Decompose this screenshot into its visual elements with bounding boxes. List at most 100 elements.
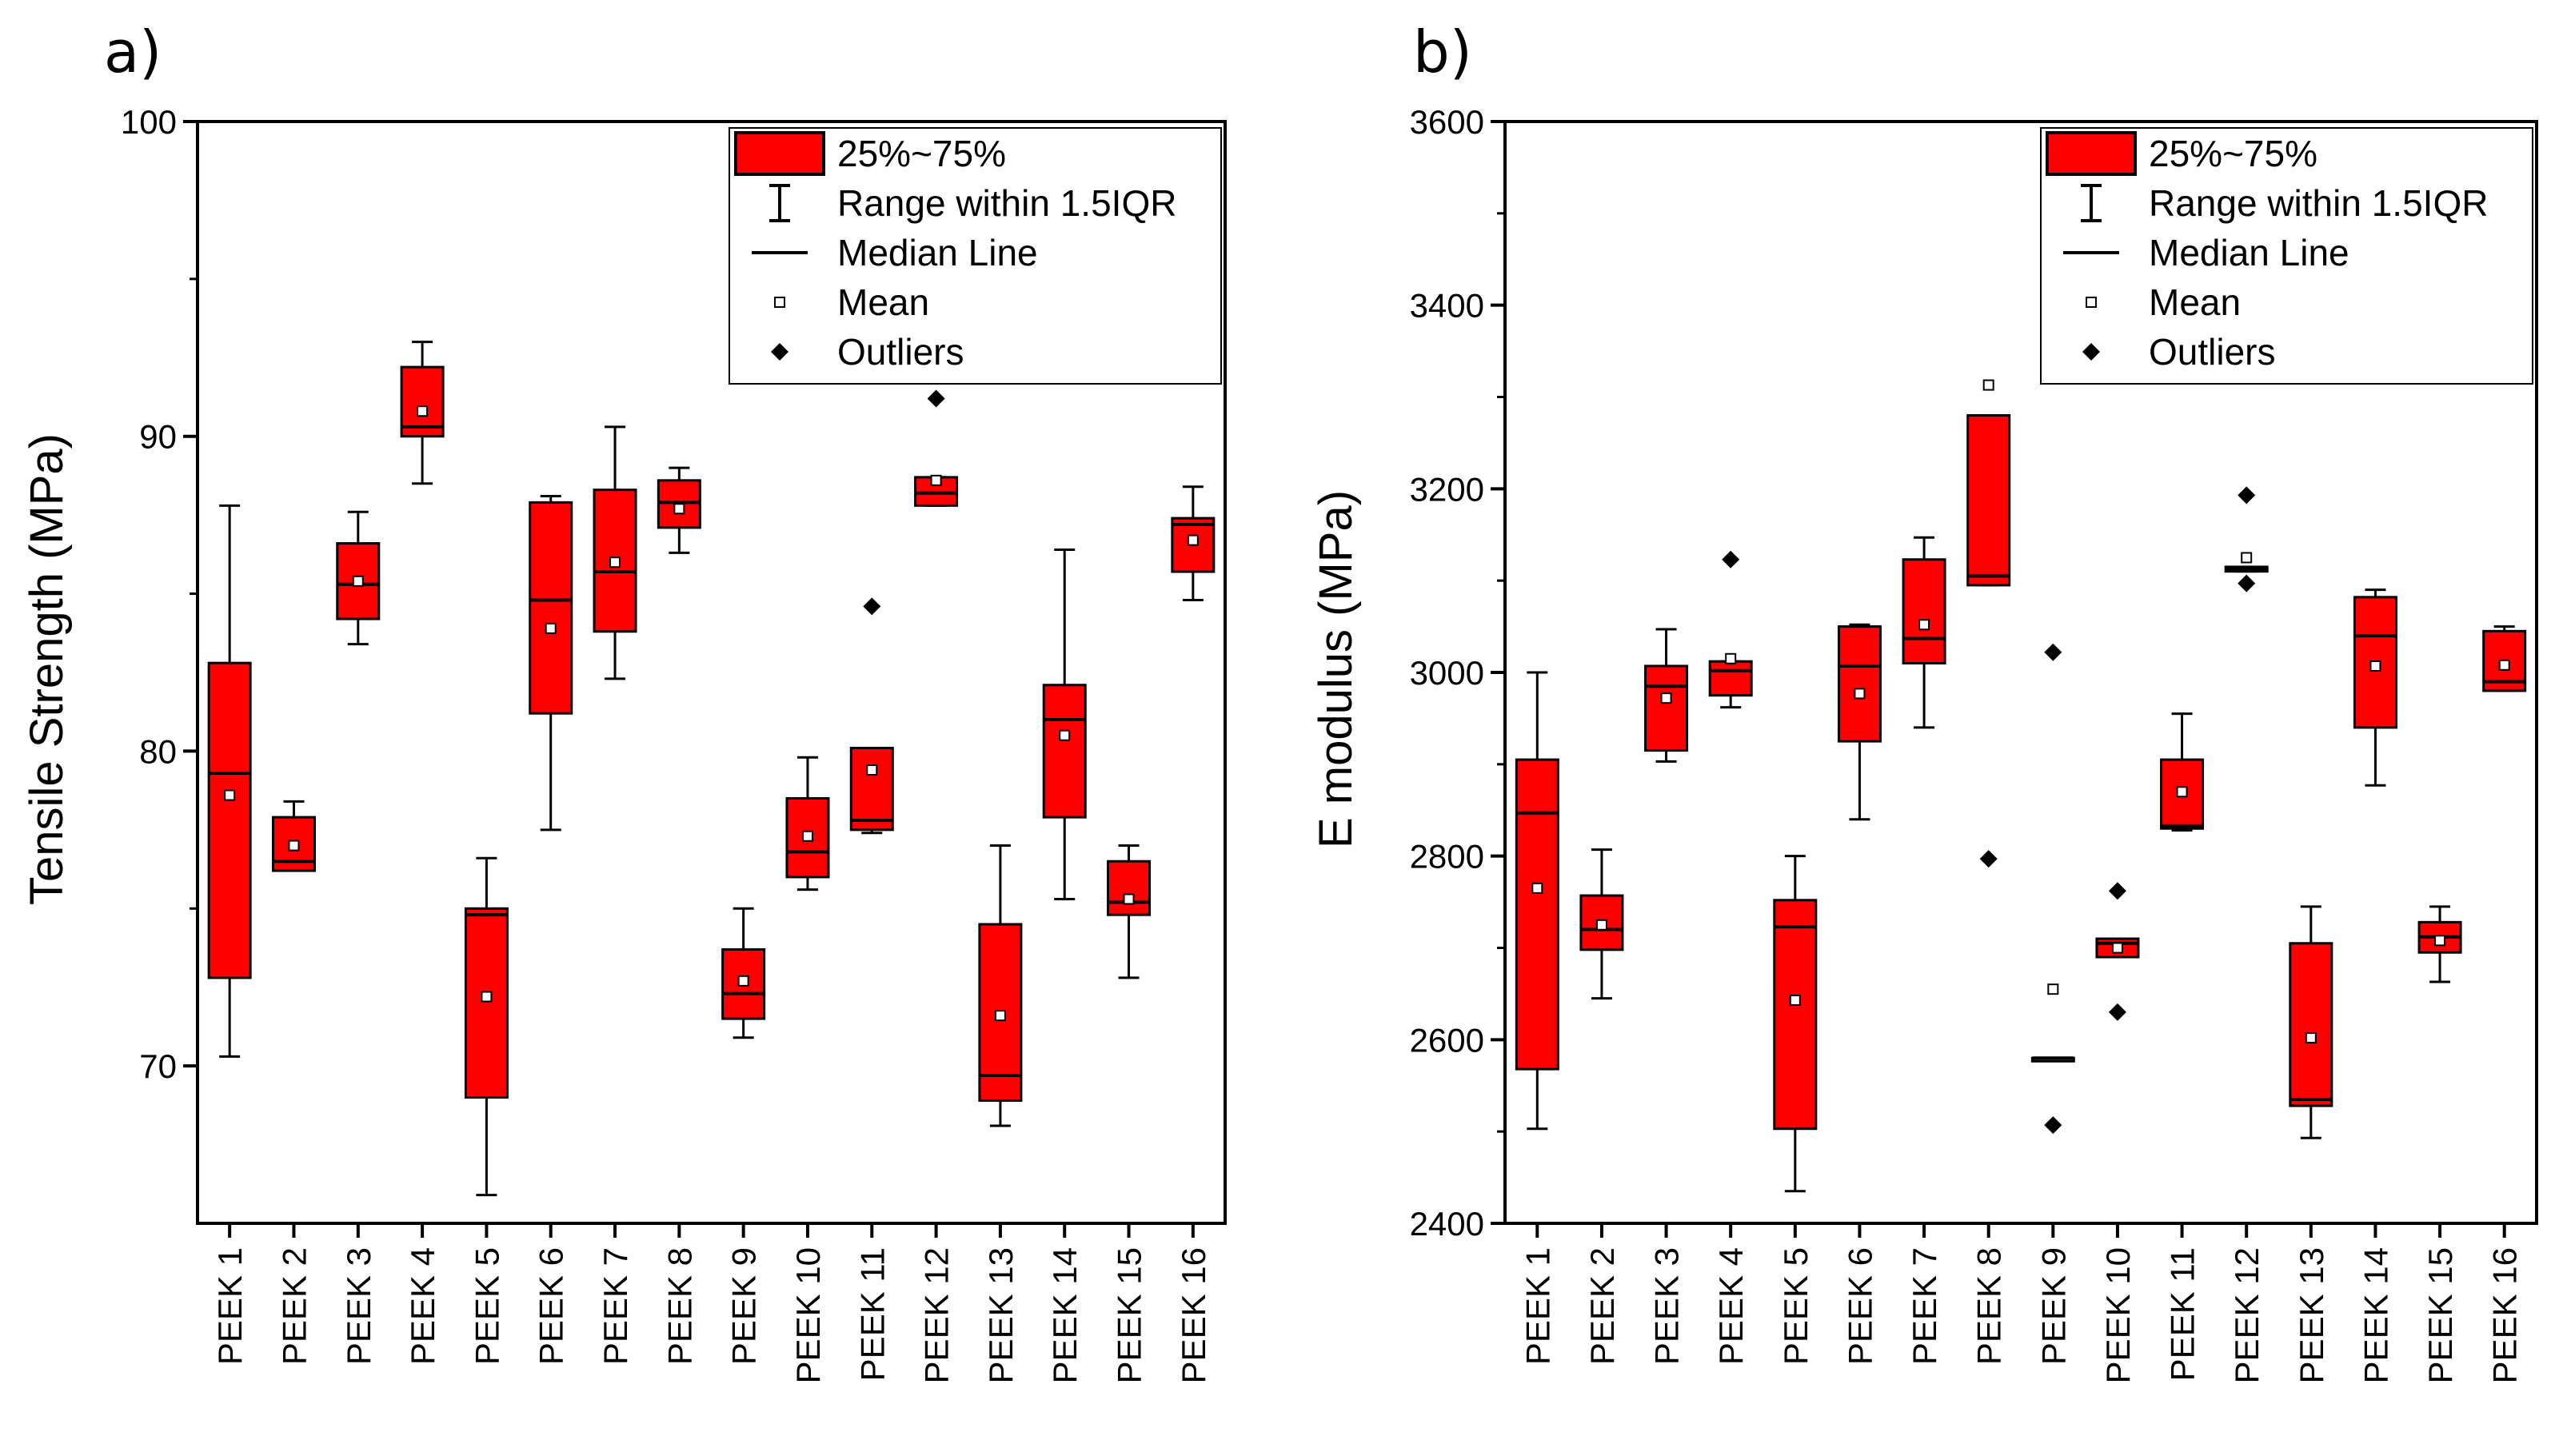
mean-marker <box>417 405 429 417</box>
iqr-box <box>1107 860 1152 916</box>
mean-marker <box>481 991 493 1003</box>
legend-outlier-symbol <box>2082 343 2100 361</box>
legend-outlier-symbol <box>771 343 788 361</box>
x-tick-label: PEEK 15 <box>2421 1247 2459 1383</box>
x-tick-label: PEEK 11 <box>2164 1247 2202 1381</box>
plot-frame-a <box>196 120 1227 1225</box>
legend-label: Range within 1.5IQR <box>2149 182 2488 224</box>
x-tick-label: PEEK 2 <box>1583 1247 1621 1365</box>
x-tick-label: PEEK 15 <box>1111 1247 1148 1383</box>
x-tick-label: PEEK 12 <box>918 1247 956 1383</box>
outlier-marker <box>2108 1003 2126 1021</box>
x-tick-label: PEEK 1 <box>211 1247 249 1365</box>
mean-marker <box>1059 729 1071 741</box>
x-tick-label: PEEK 3 <box>1648 1247 1686 1365</box>
outlier-marker <box>863 597 881 616</box>
x-tick-label: PEEK 9 <box>725 1247 763 1365</box>
legend-label: 25%~75% <box>837 133 1006 174</box>
x-tick-label: PEEK 3 <box>340 1247 377 1365</box>
iqr-box <box>1515 758 1559 1071</box>
x-tick-label: PEEK 11 <box>853 1247 891 1381</box>
mean-marker <box>224 789 236 801</box>
x-tick-label: PEEK 8 <box>661 1247 698 1365</box>
legend-label: Range within 1.5IQR <box>837 182 1176 224</box>
y-tick-label: 3400 <box>1410 287 1484 325</box>
panel-label-a: a) <box>104 18 162 86</box>
y-tick-label: 3200 <box>1410 470 1484 508</box>
iqr-box <box>2353 596 2397 729</box>
mean-marker <box>1725 652 1737 664</box>
e-modulus-chart: b) E modulus (MPa) 2400 2600 2800 3000 3200 3… <box>1310 18 2538 1383</box>
mean-marker <box>2498 659 2510 671</box>
mean-marker <box>1918 619 1930 631</box>
x-tick-label: PEEK 6 <box>1841 1247 1878 1365</box>
iqr-box <box>1902 558 1946 665</box>
iqr-box <box>529 501 573 715</box>
mean-marker <box>1531 882 1543 894</box>
panel-label-b: b) <box>1413 18 1472 86</box>
iqr-box <box>1966 413 2011 587</box>
x-tick-label: PEEK 14 <box>2357 1247 2394 1383</box>
x-tick-label: PEEK 14 <box>1046 1247 1084 1383</box>
iqr-box <box>849 746 894 832</box>
tensile-strength-marks: 70 80 90 100 PEEK 1 PEEK 2 PEEK 3 PEEK 4 PEEK 5 P… <box>121 103 1216 1383</box>
mean-marker <box>288 840 300 852</box>
y-tick-label: 70 <box>139 1047 177 1085</box>
mean-marker <box>866 764 878 776</box>
outlier-marker <box>2238 574 2256 592</box>
x-tick-label: PEEK 9 <box>2034 1247 2072 1365</box>
x-tick-label: PEEK 5 <box>468 1247 505 1365</box>
legend-box-symbol <box>734 131 825 176</box>
iqr-box <box>1644 664 1689 752</box>
y-tick-label: 3600 <box>1410 103 1484 141</box>
tensile-strength-chart: a) Tensile Strength (MPa) 70 80 90 100 PEEK … <box>21 18 1227 1383</box>
legend-b: 25%~75% Range within 1.5IQR Median Line Mea… <box>2040 127 2533 385</box>
mean-marker <box>2047 983 2059 995</box>
mean-marker <box>352 575 364 587</box>
y-tick-label: 100 <box>121 103 177 141</box>
mean-marker <box>609 556 621 568</box>
mean-marker <box>2434 935 2446 947</box>
y-axis-title-e-modulus: E modulus (MPa) <box>1310 490 1362 848</box>
mean-marker <box>2305 1032 2317 1044</box>
iqr-box <box>464 907 509 1099</box>
mean-marker <box>801 830 813 842</box>
mean-marker <box>2111 942 2123 954</box>
mean-marker <box>2241 552 2253 564</box>
y-tick-label: 80 <box>139 732 177 770</box>
outlier-marker <box>2238 486 2256 505</box>
x-tick-label: PEEK 13 <box>982 1247 1020 1383</box>
x-tick-label: PEEK 6 <box>533 1247 570 1365</box>
x-tick-label: PEEK 12 <box>2228 1247 2266 1383</box>
y-tick-label: 2800 <box>1410 838 1484 876</box>
x-tick-label: PEEK 4 <box>404 1247 441 1365</box>
mean-marker <box>994 1010 1006 1022</box>
iqr-box <box>207 661 252 979</box>
legend-label: Median Line <box>2149 232 2349 273</box>
mean-marker <box>1789 994 1801 1006</box>
legend-box-symbol <box>2046 131 2137 176</box>
outlier-marker <box>927 389 945 408</box>
y-tick-label: 2600 <box>1410 1021 1484 1059</box>
mean-marker <box>2369 660 2381 672</box>
legend-label: Median Line <box>837 232 1038 273</box>
mean-marker <box>1595 919 1607 931</box>
x-tick-label: PEEK 13 <box>2293 1247 2330 1383</box>
y-tick-label: 3000 <box>1410 654 1484 692</box>
iqr-box <box>1773 899 1818 1131</box>
x-tick-label: PEEK 7 <box>1906 1247 1943 1365</box>
outlier-marker <box>2108 882 2126 900</box>
x-tick-label: PEEK 1 <box>1519 1247 1556 1365</box>
x-tick-label: PEEK 8 <box>1970 1247 2008 1365</box>
mean-marker <box>1123 893 1135 905</box>
legend-mean-symbol <box>2086 297 2097 308</box>
legend-mean-symbol <box>774 297 785 308</box>
e-modulus-marks: 2400 2600 2800 3000 3200 3400 3600 PEEK 1 PEEK 2… <box>1410 103 2527 1383</box>
mean-marker <box>1660 692 1672 704</box>
x-tick-label: PEEK 16 <box>1175 1247 1212 1383</box>
y-tick-label: 2400 <box>1410 1205 1484 1243</box>
mean-marker <box>930 474 942 486</box>
x-tick-label: PEEK 7 <box>597 1247 634 1365</box>
y-tick-label: 90 <box>139 418 177 456</box>
